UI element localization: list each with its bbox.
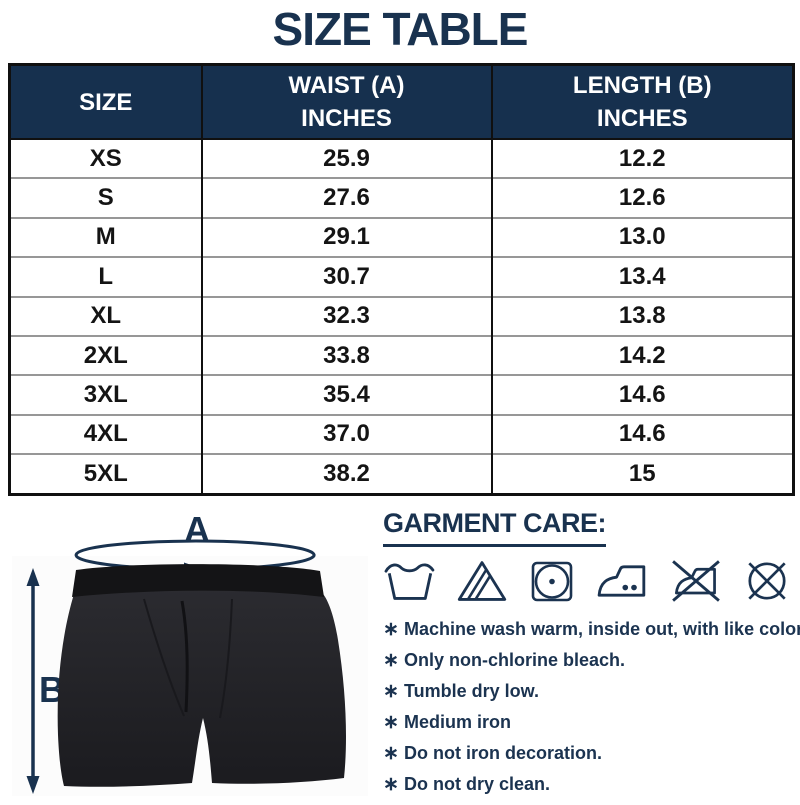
header-cell-waist: WAIST (A) INCHES — [200, 64, 492, 140]
care-item: ∗ Do not iron decoration. — [383, 738, 800, 769]
do-not-iron-icon — [672, 560, 720, 602]
care-instructions-list: ∗ Machine wash warm, inside out, with li… — [383, 614, 800, 800]
length-cell: 14.6 — [490, 374, 794, 415]
care-item: ∗ Only non-chlorine bleach. — [383, 645, 800, 676]
waist-cell: 29.1 — [200, 216, 492, 258]
asterisk-bullet-icon: ∗ — [383, 650, 399, 671]
boxer-shorts-graphic — [57, 564, 346, 787]
asterisk-bullet-icon: ∗ — [383, 712, 399, 733]
table-row: 3XL 35.4 14.6 — [9, 374, 794, 415]
care-item-text: Do not iron decoration. — [404, 743, 602, 763]
waist-cell: 30.7 — [200, 256, 492, 297]
garment-care-title: GARMENT CARE: — [383, 508, 607, 547]
waist-cell: 27.6 — [200, 177, 492, 218]
header-length-line1: LENGTH (B) — [572, 72, 712, 99]
length-cell: 13.0 — [490, 216, 794, 258]
waist-cell: 33.8 — [200, 334, 492, 376]
table-row: XS 25.9 12.2 — [10, 139, 794, 179]
do-not-dry-clean-icon — [748, 562, 786, 600]
boxers-illustration: A B — [12, 509, 368, 796]
size-cell: 4XL — [9, 413, 202, 455]
asterisk-bullet-icon: ∗ — [383, 774, 399, 795]
table-row: 5XL 38.2 15 — [9, 453, 794, 495]
length-cell: 14.2 — [490, 334, 794, 376]
boxers-measurement-diagram: A B — [0, 500, 380, 800]
length-arrow-icon — [26, 568, 40, 794]
header-cell-size: SIZE — [9, 64, 202, 140]
header-waist-line2: INCHES — [301, 105, 392, 132]
page-title: SIZE TABLE — [272, 3, 529, 55]
care-icons-row — [383, 555, 792, 607]
waist-cell: 25.9 — [200, 139, 492, 179]
table-row: XL 32.3 13.8 — [9, 295, 794, 336]
care-item-text: Do not dry clean. — [404, 774, 551, 794]
table-row: 4XL 37.0 14.6 — [9, 413, 794, 455]
table-row: L 30.7 13.4 — [9, 256, 794, 297]
care-item-text: Tumble dry low. — [404, 681, 540, 701]
header-size-line1: SIZE — [79, 88, 133, 116]
garment-care-section: GARMENT CARE: — [383, 508, 800, 800]
care-item: ∗ Machine wash warm, inside out, with li… — [383, 614, 800, 645]
length-cell: 13.8 — [490, 295, 794, 336]
header-waist-line1: WAIST (A) — [288, 72, 405, 99]
tumble-dry-icon — [531, 561, 573, 602]
care-item: ∗ Medium iron — [383, 707, 800, 738]
size-cell: L — [9, 256, 202, 297]
size-cell: S — [9, 177, 202, 218]
size-cell: XS — [89, 144, 122, 172]
asterisk-bullet-icon: ∗ — [383, 681, 399, 702]
table-row: S 27.6 12.6 — [9, 177, 794, 218]
care-item: ∗ Do not dry clean. — [383, 769, 800, 800]
header-length-line2: INCHES — [596, 105, 688, 132]
length-cell: 13.4 — [490, 256, 794, 297]
size-cell: 2XL — [9, 334, 202, 376]
waist-arrow-label: A — [184, 509, 210, 550]
length-cell: 12.2 — [490, 139, 794, 179]
length-cell: 15 — [490, 453, 794, 495]
size-cell: 3XL — [9, 374, 202, 415]
machine-wash-icon — [384, 563, 435, 600]
asterisk-bullet-icon: ∗ — [383, 619, 399, 640]
waist-cell: 38.2 — [200, 453, 492, 495]
waist-cell: 32.3 — [200, 295, 492, 336]
non-chlorine-bleach-icon — [457, 561, 507, 601]
length-cell: 12.6 — [490, 177, 794, 218]
size-cell: 5XL — [9, 453, 202, 495]
care-item-text: Only non-chlorine bleach. — [404, 650, 626, 670]
care-item-text: Machine wash warm, inside out, with like… — [404, 619, 800, 639]
length-cell: 14.6 — [490, 413, 794, 455]
table-row: M 29.1 13.0 — [9, 216, 794, 258]
header-cell-length: LENGTH (B) INCHES — [490, 64, 794, 140]
care-item-text: Medium iron — [404, 712, 511, 732]
waist-cell: 35.4 — [200, 374, 492, 415]
size-table: SIZE WAIST (A) INCHES LENGTH (B) INCHES … — [8, 63, 795, 496]
asterisk-bullet-icon: ∗ — [383, 743, 399, 764]
medium-iron-icon — [597, 565, 646, 597]
table-header-row: SIZE WAIST (A) INCHES LENGTH (B) INCHES — [9, 64, 794, 140]
waist-cell: 37.0 — [200, 413, 492, 455]
size-cell: XL — [9, 295, 202, 336]
table-row: 2XL 33.8 14.2 — [9, 334, 794, 376]
care-item: ∗ Tumble dry low. — [383, 676, 800, 707]
size-cell: M — [9, 216, 202, 258]
